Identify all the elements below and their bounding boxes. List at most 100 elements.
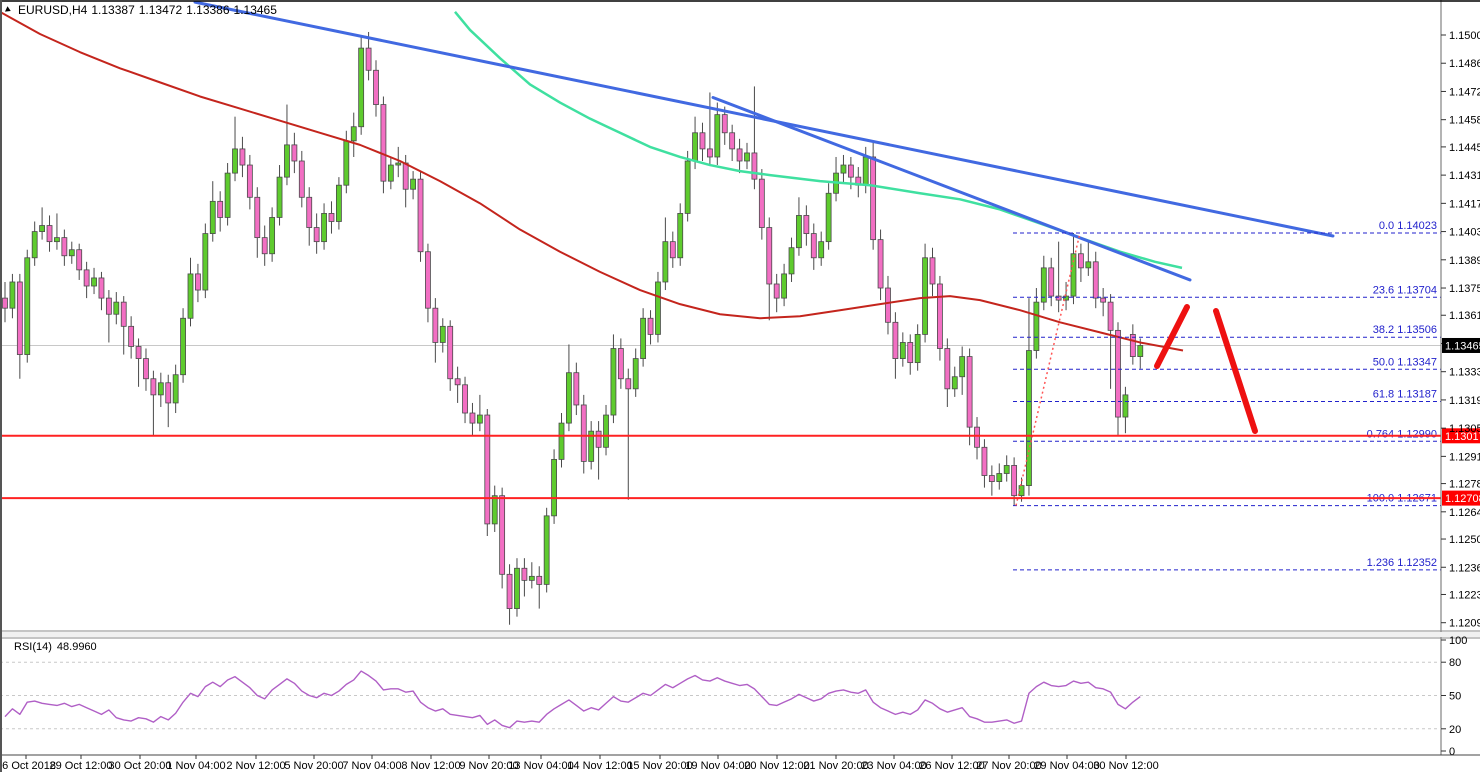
candle-bear bbox=[195, 273, 201, 291]
candle-bear bbox=[373, 69, 379, 105]
annotation-stroke[interactable] bbox=[1154, 304, 1190, 369]
candle-bull bbox=[1033, 301, 1040, 351]
candle-bull bbox=[232, 148, 238, 174]
candle-bear bbox=[306, 196, 313, 228]
rsi-name: RSI(14) bbox=[14, 641, 52, 653]
candle-bear bbox=[1048, 267, 1055, 297]
candle-bull bbox=[224, 172, 231, 218]
candle-bear bbox=[669, 241, 676, 259]
candle-bear bbox=[907, 342, 914, 364]
candle-bear bbox=[966, 356, 973, 428]
candle-bear bbox=[506, 573, 513, 609]
price-tick-label: 1.13055 bbox=[1449, 423, 1480, 435]
rsi-tick-label: 0 bbox=[1449, 746, 1455, 758]
candle-bear bbox=[803, 215, 810, 234]
candle-bear bbox=[1115, 329, 1121, 418]
candle-bull bbox=[959, 356, 966, 378]
candle-bear bbox=[892, 321, 899, 359]
price-tag-level bbox=[1442, 428, 1480, 444]
time-label: 29 Oct 12:00 bbox=[50, 760, 113, 772]
candle-bull bbox=[951, 376, 958, 390]
annotation-stroke[interactable] bbox=[1213, 308, 1258, 434]
candle-bull bbox=[68, 249, 75, 257]
time-label: 2 Nov 12:00 bbox=[226, 760, 285, 772]
ma-slow-line bbox=[0, 10, 1184, 352]
candle-bear bbox=[707, 148, 713, 158]
price-tick-label: 1.15005 bbox=[1449, 30, 1480, 42]
price-tick-label: 1.13615 bbox=[1449, 310, 1480, 322]
trendline-2[interactable] bbox=[711, 96, 1192, 282]
candle-bull bbox=[551, 458, 557, 517]
candle-bull bbox=[1070, 253, 1077, 297]
candle-bear bbox=[773, 283, 780, 299]
candle-bear bbox=[751, 152, 758, 180]
price-tag-level bbox=[1442, 490, 1480, 506]
price-tick-label: 1.12230 bbox=[1449, 589, 1480, 601]
rsi-tick-label: 100 bbox=[1449, 635, 1467, 647]
rsi-value: 48.9960 bbox=[56, 641, 97, 653]
candle-bull bbox=[187, 273, 194, 319]
candle-bear bbox=[729, 132, 736, 150]
candle-bear bbox=[128, 325, 135, 347]
rsi-indicator-label: RSI(14) 48.9960 bbox=[14, 641, 102, 653]
candle-bull bbox=[632, 358, 639, 390]
candle-bull bbox=[914, 333, 921, 364]
time-label: 7 Nov 04:00 bbox=[342, 760, 401, 772]
price-tag-current-text: 1.13465 bbox=[1445, 340, 1480, 352]
candle-bull bbox=[862, 156, 869, 186]
candle-bear bbox=[499, 495, 506, 575]
candle-bear bbox=[974, 426, 980, 448]
candle-bear bbox=[981, 446, 988, 476]
rsi-tick-label: 80 bbox=[1449, 657, 1461, 669]
candle-bull bbox=[1026, 350, 1032, 487]
price-tick-label: 1.13750 bbox=[1449, 283, 1480, 295]
candle-bull bbox=[343, 140, 350, 186]
candle-bull bbox=[1137, 345, 1144, 357]
candle-bear bbox=[261, 237, 268, 255]
trendline-1[interactable] bbox=[193, 0, 1335, 238]
candle-bull bbox=[9, 281, 16, 309]
candle-bear bbox=[1092, 261, 1099, 299]
candle-bear bbox=[402, 162, 409, 190]
quote-high: 1.13472 bbox=[138, 3, 183, 17]
candle-bull bbox=[796, 215, 802, 249]
candle-bear bbox=[484, 414, 491, 525]
quote-low: 1.13386 bbox=[186, 3, 230, 17]
candle-bear bbox=[365, 47, 372, 71]
price-tag-current bbox=[1442, 337, 1480, 353]
symbol-label: EURUSD,H4 bbox=[18, 3, 88, 17]
candle-bear bbox=[61, 237, 68, 257]
candle-bull bbox=[677, 213, 684, 259]
candle-bear bbox=[625, 378, 632, 390]
candle-bull bbox=[54, 237, 60, 243]
price-tick-label: 1.14725 bbox=[1449, 86, 1480, 98]
candle-bull bbox=[610, 348, 617, 416]
candle-bear bbox=[313, 227, 320, 243]
pane-separator[interactable] bbox=[0, 632, 1480, 637]
candle-bull bbox=[558, 422, 565, 460]
candle-bull bbox=[202, 233, 209, 291]
candle-bear bbox=[105, 297, 112, 315]
candle-bear bbox=[291, 144, 298, 162]
candle-bull bbox=[410, 178, 417, 190]
candle-bull bbox=[491, 495, 498, 525]
price-tick-label: 1.12915 bbox=[1449, 451, 1480, 463]
candle-bear bbox=[217, 200, 224, 218]
candle-bull bbox=[996, 473, 1003, 482]
time-label: 26 Oct 2018 bbox=[0, 760, 56, 772]
candle-bull bbox=[209, 200, 216, 234]
candle-bull bbox=[180, 317, 186, 376]
candle-bull bbox=[603, 414, 609, 448]
time-label: 15 Nov 20:00 bbox=[627, 760, 692, 772]
candle-bear bbox=[573, 372, 580, 406]
fib-level-label: 0.764 1.12990 bbox=[1367, 428, 1437, 440]
candle-bull bbox=[335, 184, 342, 222]
candle-bull bbox=[157, 382, 164, 396]
candle-bull bbox=[284, 144, 290, 178]
price-tick-label: 1.13890 bbox=[1449, 255, 1480, 267]
time-label: 23 Nov 04:00 bbox=[861, 760, 926, 772]
fib-base-line[interactable] bbox=[1015, 232, 1081, 506]
price-tick-label: 1.14310 bbox=[1449, 170, 1480, 182]
time-label: 5 Nov 20:00 bbox=[284, 760, 343, 772]
